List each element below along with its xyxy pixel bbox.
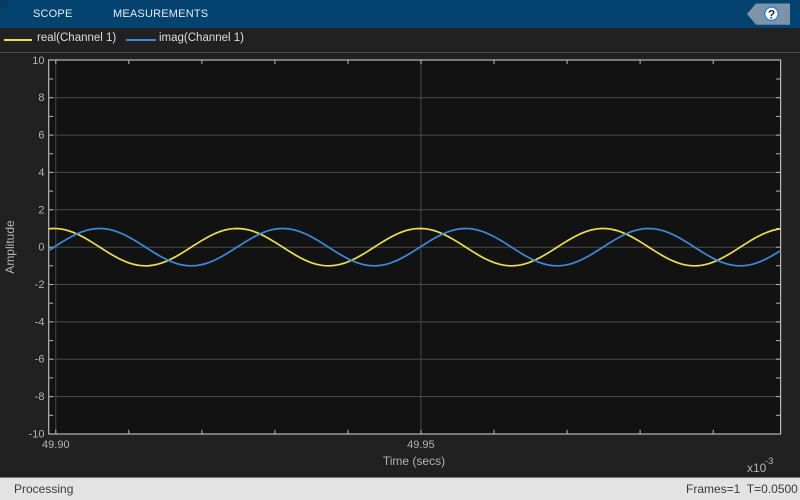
svg-text:?: ? <box>768 7 775 21</box>
svg-text:8: 8 <box>38 92 44 104</box>
svg-text:Time (secs): Time (secs) <box>383 454 445 468</box>
svg-text:-8: -8 <box>35 391 45 403</box>
svg-text:-2: -2 <box>35 279 45 291</box>
svg-text:2: 2 <box>38 204 44 216</box>
svg-text:6: 6 <box>38 130 44 142</box>
svg-text:-4: -4 <box>35 316 45 328</box>
svg-text:4: 4 <box>38 167 44 179</box>
svg-text:-3: -3 <box>765 456 773 467</box>
svg-text:0: 0 <box>38 242 44 254</box>
svg-text:-6: -6 <box>35 354 45 366</box>
svg-text:49.90: 49.90 <box>42 439 70 451</box>
svg-text:49.95: 49.95 <box>407 439 435 451</box>
svg-text:Amplitude: Amplitude <box>3 220 17 274</box>
svg-text:10: 10 <box>32 55 44 67</box>
svg-text:-10: -10 <box>29 429 45 441</box>
svg-text:x10: x10 <box>747 461 767 475</box>
